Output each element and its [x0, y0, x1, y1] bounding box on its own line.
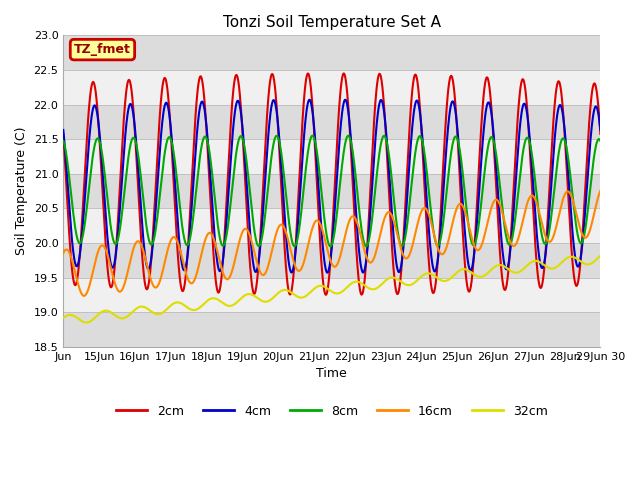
8cm [326, 243, 334, 249]
2cm [596, 131, 604, 137]
16cm [415, 215, 423, 220]
16cm [596, 188, 604, 194]
8cm [596, 138, 604, 144]
32cm [486, 268, 493, 274]
16cm [81, 293, 88, 299]
2cm [166, 112, 173, 118]
32cm [83, 320, 90, 325]
Text: TZ_fmet: TZ_fmet [74, 43, 131, 56]
Bar [63, 105, 600, 139]
4cm [596, 127, 604, 133]
Bar [63, 312, 600, 347]
32cm [179, 301, 187, 307]
Y-axis label: Soil Temperature (C): Soil Temperature (C) [15, 127, 28, 255]
8cm [60, 138, 67, 144]
8cm [416, 133, 424, 139]
Bar [63, 174, 600, 208]
8cm [179, 227, 187, 233]
16cm [60, 250, 67, 256]
2cm [340, 71, 348, 76]
4cm [341, 97, 349, 103]
Bar [63, 208, 600, 243]
Bar [63, 70, 600, 105]
4cm [179, 265, 187, 271]
Title: Tonzi Soil Temperature Set A: Tonzi Soil Temperature Set A [223, 15, 441, 30]
32cm [533, 258, 541, 264]
16cm [486, 211, 493, 217]
Bar [63, 139, 600, 174]
16cm [179, 259, 187, 265]
8cm [486, 136, 493, 142]
Legend: 2cm, 4cm, 8cm, 16cm, 32cm: 2cm, 4cm, 8cm, 16cm, 32cm [111, 400, 553, 423]
8cm [344, 133, 352, 139]
Line: 32cm: 32cm [63, 256, 600, 323]
4cm [534, 237, 541, 243]
32cm [596, 253, 604, 259]
2cm [239, 135, 246, 141]
X-axis label: Time: Time [316, 367, 348, 380]
4cm [60, 127, 67, 133]
4cm [239, 128, 246, 134]
8cm [166, 134, 173, 140]
4cm [486, 102, 493, 108]
32cm [166, 303, 174, 309]
Line: 4cm: 4cm [63, 100, 600, 273]
2cm [534, 267, 541, 273]
2cm [486, 88, 493, 94]
Bar [63, 36, 600, 70]
Bar [63, 243, 600, 277]
4cm [416, 108, 424, 114]
16cm [166, 240, 174, 245]
2cm [60, 131, 67, 137]
2cm [179, 288, 187, 294]
32cm [415, 276, 423, 281]
Line: 16cm: 16cm [63, 191, 600, 296]
2cm [322, 292, 330, 298]
8cm [239, 136, 246, 142]
32cm [239, 294, 247, 300]
16cm [533, 202, 541, 207]
32cm [60, 315, 67, 321]
Line: 2cm: 2cm [63, 73, 600, 295]
Bar [63, 277, 600, 312]
2cm [416, 102, 424, 108]
16cm [239, 228, 247, 233]
Line: 8cm: 8cm [63, 136, 600, 246]
8cm [534, 198, 541, 204]
4cm [324, 270, 332, 276]
4cm [166, 114, 173, 120]
